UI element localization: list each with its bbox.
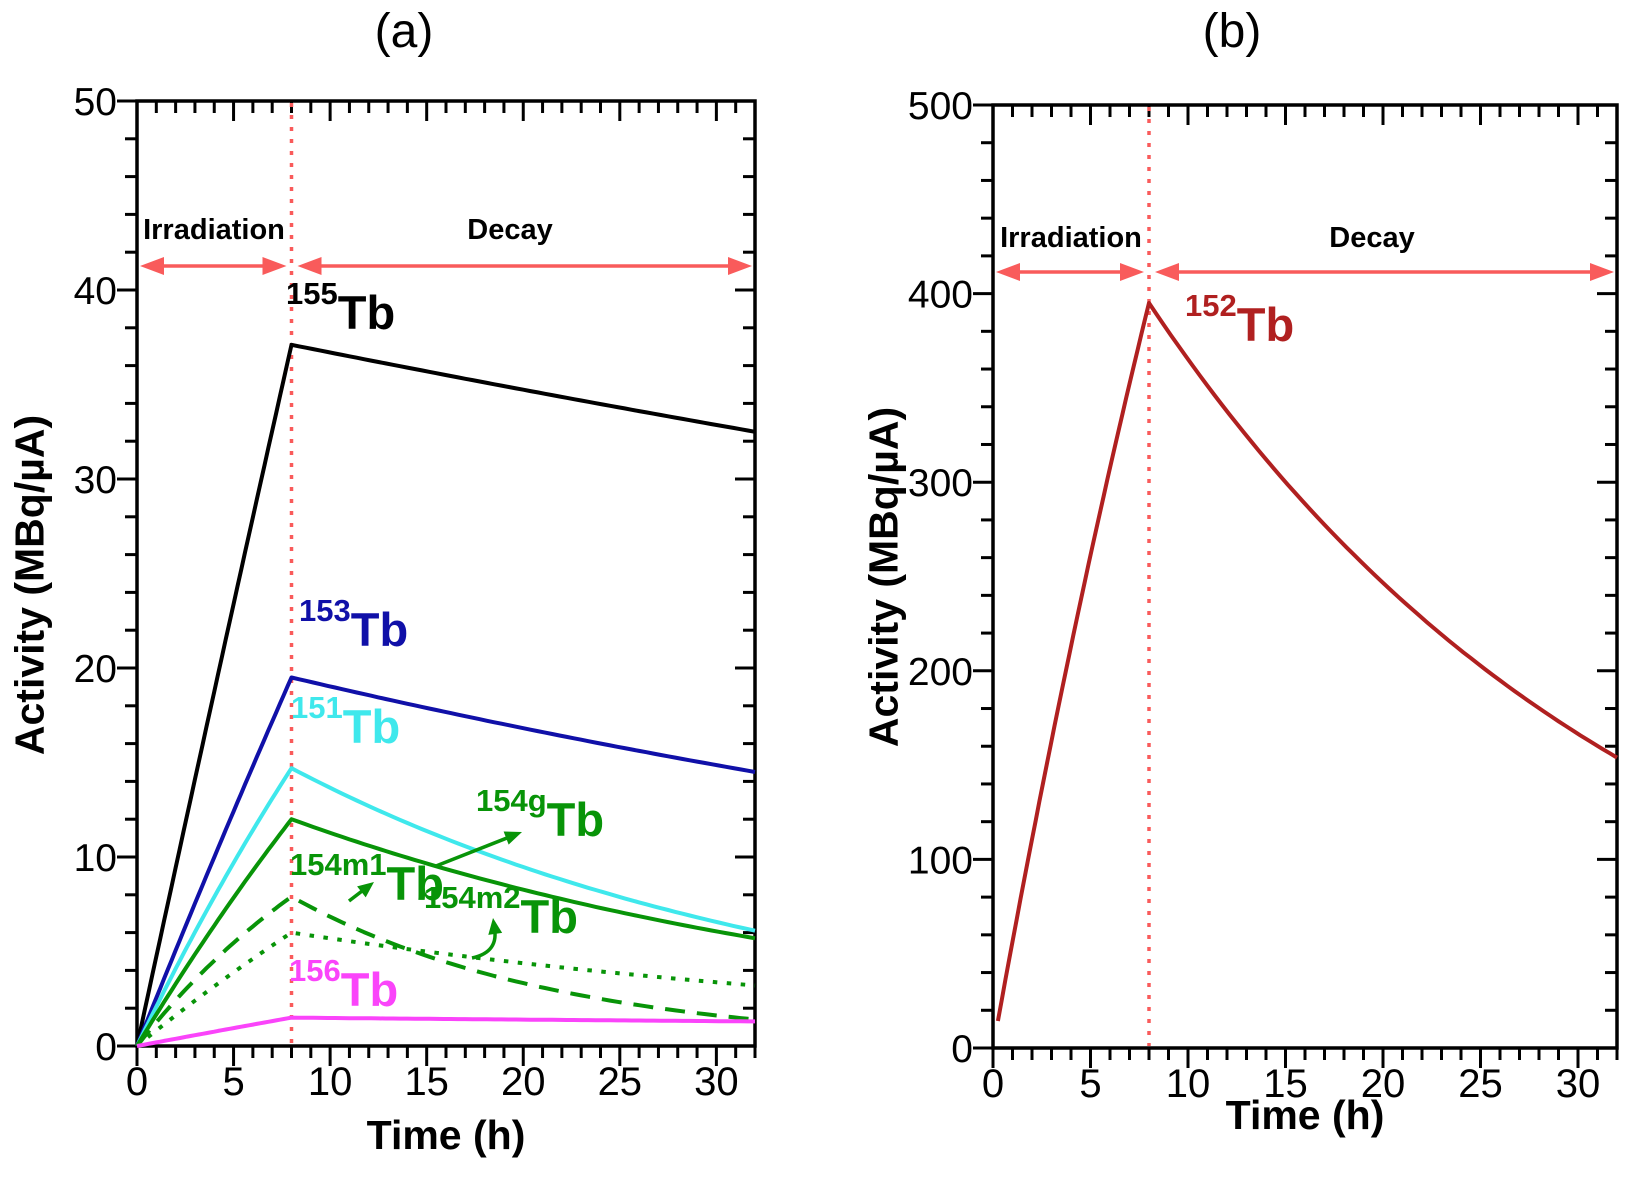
irradiation-arrow-left-arrowhead	[996, 263, 1020, 281]
isotope-label-151tb: 151 Tb	[291, 692, 400, 750]
panel-a-y-axis-title: Activity (MBq/µA)	[6, 414, 53, 756]
isotope-mass: 156	[289, 953, 341, 988]
y-tick-label: 300	[908, 462, 973, 505]
isotope-symbol: Tb	[350, 603, 409, 656]
isotope-symbol: Tb	[546, 793, 605, 846]
panel-b-irradiation-label: Irradiation	[1000, 222, 1142, 254]
y-tick-label: 20	[74, 648, 117, 691]
decay-arrow-left-arrowhead	[1155, 263, 1179, 281]
isotope-mass: 154m1	[290, 847, 387, 882]
panel-b-x-axis-title: Time (h)	[1225, 1092, 1385, 1138]
curve-152tb	[995, 301, 1619, 1022]
isotope-mass: 152	[1185, 288, 1237, 323]
x-tick-label: 30	[1556, 1062, 1601, 1106]
decay-arrow-left-arrowhead	[297, 257, 322, 275]
isotope-label-154m1tb: 154m1 Tb	[290, 849, 444, 907]
x-tick-label: 0	[126, 1060, 148, 1104]
irradiation-arrow-right-arrowhead	[262, 257, 287, 275]
x-tick-label: 25	[1458, 1062, 1503, 1106]
y-tick-label: 500	[908, 85, 973, 128]
isotope-label-153tb: 153 Tb	[299, 595, 408, 653]
x-tick-label: 25	[598, 1060, 643, 1104]
panel-b-title: (b)	[1202, 5, 1262, 58]
isotope-mass: 153	[299, 593, 351, 628]
annotation-arrow-154m1tb-head	[357, 882, 374, 898]
y-tick-label: 100	[908, 839, 973, 882]
y-tick-label: 30	[74, 459, 117, 502]
curve-154m1tb	[135, 894, 756, 1048]
y-tick-label: 40	[74, 270, 117, 313]
isotope-mass: 154m2	[424, 880, 521, 915]
isotope-symbol: Tb	[386, 857, 444, 910]
curve-151tb	[135, 766, 756, 1047]
isotope-symbol: Tb	[340, 963, 399, 1016]
x-tick-label: 0	[982, 1062, 1004, 1106]
y-tick-label: 0	[95, 1026, 117, 1069]
x-tick-label: 15	[1263, 1062, 1308, 1106]
curve-153tb	[135, 675, 756, 1047]
isotope-symbol: Tb	[342, 700, 401, 753]
curve-154m2tb	[135, 930, 756, 1048]
panel-a-decay-label: Decay	[467, 214, 553, 246]
y-tick-label: 10	[74, 837, 117, 880]
annotation-arrow-154m2tb-head	[488, 918, 503, 935]
isotope-symbol: Tb	[1236, 298, 1295, 351]
y-tick-label: 0	[951, 1028, 973, 1071]
panel-a-x-axis-title: Time (h)	[366, 1112, 526, 1158]
isotope-mass: 155	[286, 276, 338, 311]
x-tick-label: 15	[404, 1060, 449, 1104]
y-tick-label: 50	[74, 81, 117, 124]
curve-156tb	[136, 1015, 755, 1048]
panel-a-title: (a)	[374, 5, 434, 58]
curve-155tb	[135, 342, 756, 1047]
irradiation-arrow-left-arrowhead	[140, 257, 164, 275]
isotope-label-152tb: 152 Tb	[1185, 290, 1294, 348]
y-tick-label: 200	[908, 651, 973, 694]
x-tick-label: 10	[308, 1060, 353, 1104]
x-tick-label: 10	[1166, 1062, 1211, 1106]
isotope-mass: 154g	[476, 783, 547, 818]
panel-b-decay-label: Decay	[1329, 222, 1415, 254]
isotope-symbol: Tb	[337, 286, 396, 339]
x-tick-label: 5	[222, 1060, 244, 1104]
y-tick-label: 400	[908, 274, 973, 317]
decay-arrow-right-arrowhead	[728, 257, 752, 275]
panel-b-y-axis-title: Activity (MBq/µA)	[860, 406, 907, 748]
annotation-arrow-154gtb-head	[503, 831, 522, 845]
isotope-symbol: Tb	[520, 890, 578, 943]
annotation-arrow-154gtb-line	[435, 834, 513, 868]
isotope-label-154m2tb: 154m2 Tb	[424, 882, 578, 940]
irradiation-arrow-right-arrowhead	[1120, 263, 1144, 281]
panel-a-irradiation-label: Irradiation	[143, 214, 285, 246]
x-tick-label: 30	[694, 1060, 739, 1104]
curve-154gtb	[135, 817, 756, 1048]
x-tick-label: 20	[501, 1060, 546, 1104]
x-tick-label: 20	[1361, 1062, 1406, 1106]
x-tick-label: 5	[1079, 1062, 1101, 1106]
isotope-mass: 151	[291, 690, 343, 725]
isotope-label-155tb: 155 Tb	[286, 278, 395, 336]
isotope-label-154gtb: 154g Tb	[476, 785, 604, 843]
isotope-label-156tb: 156 Tb	[289, 955, 398, 1013]
decay-arrow-right-arrowhead	[1590, 263, 1614, 281]
panel-a-plot: 0 5 10 15 20 25 30 0 10 20 30 40 50	[74, 81, 757, 1104]
